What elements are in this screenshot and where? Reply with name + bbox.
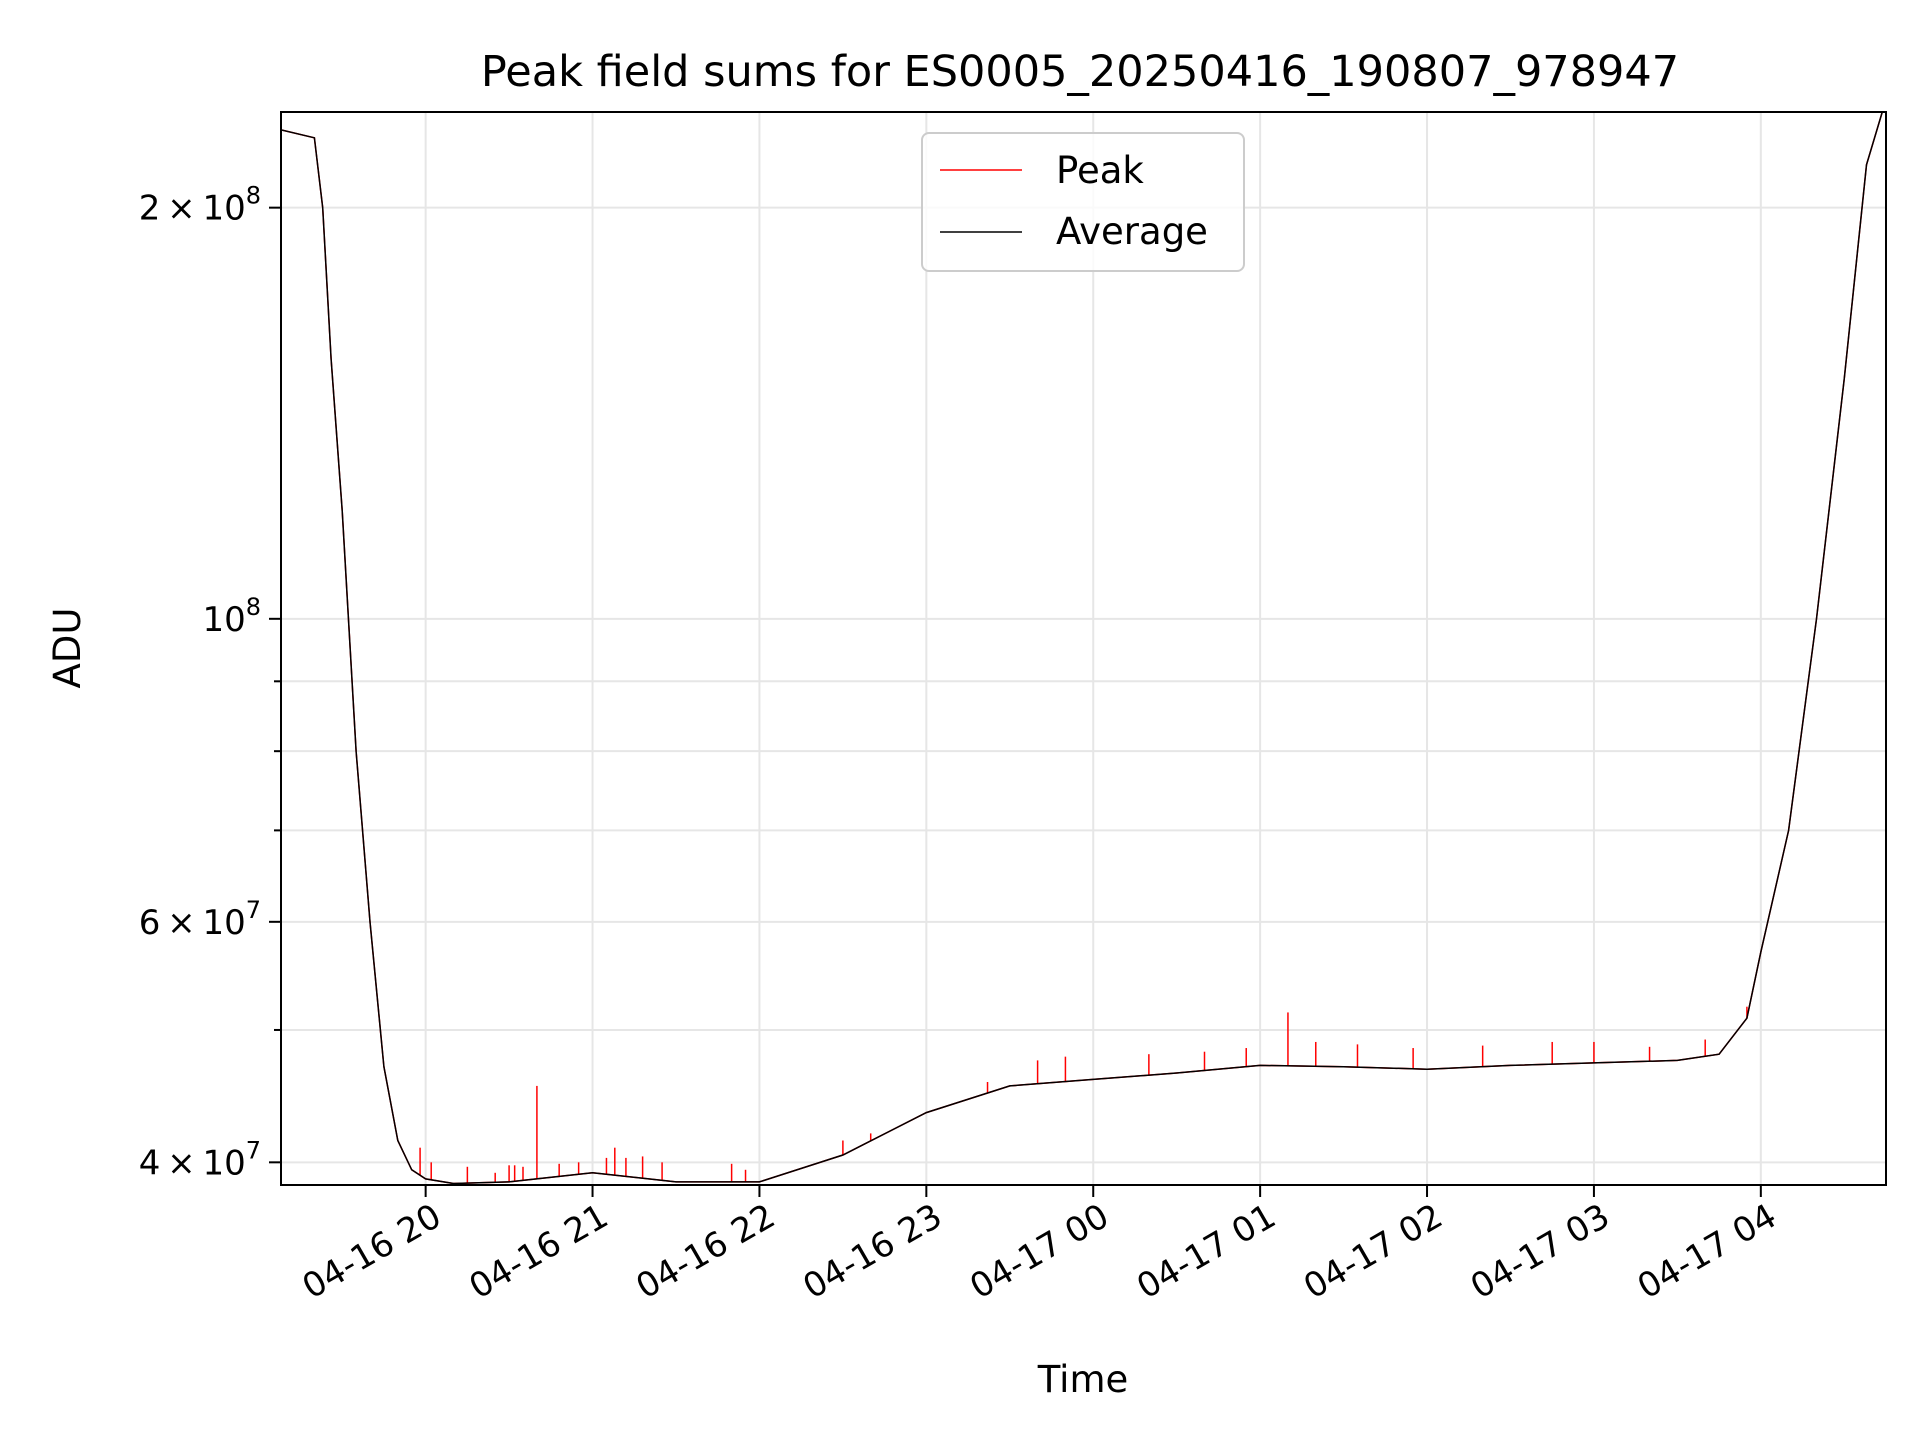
plot-area: [281, 112, 1884, 1185]
series-layer: [281, 112, 1884, 1185]
x-tick-label-6: 04-17 02: [1297, 1196, 1449, 1307]
legend-box: [921, 132, 1245, 272]
y-tick-label-3: 2 × 108: [139, 182, 261, 229]
legend-label-peak: Peak: [1056, 149, 1144, 192]
x-tick-label-5: 04-17 01: [1130, 1196, 1282, 1307]
legend: Peak Average: [921, 132, 1245, 272]
y-tick-label-2: 108: [202, 593, 261, 640]
x-tick-label-4: 04-17 00: [963, 1196, 1115, 1307]
y-axis-label: ADU: [46, 608, 89, 689]
x-axis-label: Time: [1037, 1358, 1129, 1401]
x-tick-label-0: 04-16 20: [296, 1196, 448, 1307]
y-tick-label-0: 4 × 107: [139, 1136, 261, 1183]
x-axis-ticks: 04-16 20 04-16 21 04-16 22 04-16 23 04-17 00…: [296, 1185, 1783, 1307]
y-axis-ticks: 4 × 107 6 × 107 108 2 × 108: [139, 182, 281, 1183]
y-tick-label-1: 6 × 107: [139, 896, 261, 943]
x-tick-label-8: 04-17 04: [1631, 1196, 1783, 1307]
x-tick-label-1: 04-16 21: [463, 1196, 615, 1307]
x-tick-label-3: 04-16 23: [796, 1196, 948, 1307]
x-tick-label-7: 04-17 03: [1464, 1196, 1616, 1307]
axes-frame: [280, 111, 1887, 1186]
legend-label-average: Average: [1056, 210, 1208, 253]
series-line-average: [281, 112, 1884, 1185]
x-tick-label-2: 04-16 22: [630, 1196, 782, 1307]
grid-layer: [281, 112, 1886, 1185]
chart-title: Peak field sums for ES0005_20250416_1908…: [481, 47, 1679, 97]
